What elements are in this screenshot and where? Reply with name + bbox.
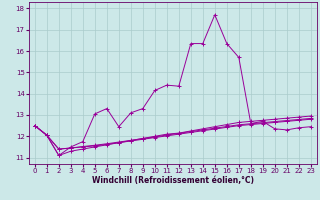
X-axis label: Windchill (Refroidissement éolien,°C): Windchill (Refroidissement éolien,°C): [92, 176, 254, 185]
